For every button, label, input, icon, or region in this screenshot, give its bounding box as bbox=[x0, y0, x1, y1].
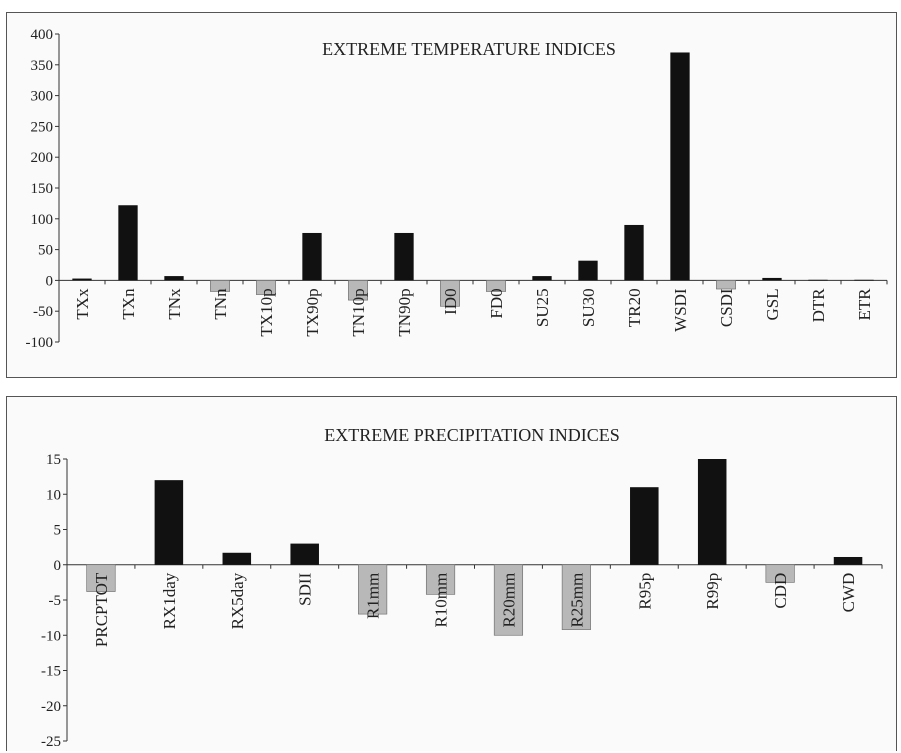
category-label-prcptot: PRCPTOT bbox=[92, 572, 111, 647]
bar-tn10p bbox=[348, 280, 368, 301]
bar-etr bbox=[854, 279, 874, 281]
y-tick-label: -15 bbox=[41, 664, 61, 680]
bar-rx5day bbox=[222, 552, 252, 565]
bar-fd0 bbox=[486, 280, 506, 292]
category-label-tx90p: TX90p bbox=[303, 288, 322, 336]
category-label-r10mm: R10mm bbox=[432, 573, 451, 628]
y-tick-label: 150 bbox=[31, 181, 54, 197]
bar-dtr bbox=[808, 279, 828, 281]
category-label-r95p: R95p bbox=[635, 573, 654, 610]
category-label-tn90p: TN90p bbox=[395, 288, 414, 336]
bar-tnn bbox=[210, 280, 230, 292]
category-label-tn10p: TN10p bbox=[349, 288, 368, 336]
y-tick-label: 0 bbox=[54, 558, 62, 574]
y-tick-label: 0 bbox=[46, 273, 54, 289]
bar-cwd bbox=[833, 556, 863, 565]
category-label-r20mm: R20mm bbox=[499, 573, 518, 628]
category-label-etr: ETR bbox=[855, 288, 874, 321]
bar-tn90p bbox=[394, 232, 414, 281]
bar-tr20 bbox=[624, 224, 644, 281]
bar-r95p bbox=[630, 487, 659, 565]
y-tick-label: -10 bbox=[41, 628, 61, 644]
bar-rx1day bbox=[154, 480, 184, 565]
chart-title: EXTREME PRECIPITATION INDICES bbox=[324, 425, 620, 445]
y-tick-label: 200 bbox=[31, 150, 54, 166]
y-tick-label: 50 bbox=[38, 243, 53, 259]
category-label-rx1day: RX1day bbox=[160, 572, 179, 629]
chart-title: EXTREME TEMPERATURE INDICES bbox=[322, 39, 616, 59]
precipitation-chart-panel: EXTREME PRECIPITATION INDICES 15 10 5 0 -5 -10… bbox=[6, 396, 897, 751]
bar-su25 bbox=[532, 276, 552, 281]
category-label-fd0: FD0 bbox=[487, 288, 506, 318]
category-label-tnx: TNx bbox=[165, 288, 184, 320]
bar-gsl bbox=[762, 277, 782, 281]
y-tick-label: -50 bbox=[33, 304, 53, 320]
y-tick-label: -5 bbox=[49, 593, 62, 609]
y-tick-label: 250 bbox=[31, 119, 54, 135]
bar-cdd bbox=[765, 564, 795, 583]
y-tick-label: 100 bbox=[31, 212, 54, 228]
category-label-cwd: CWD bbox=[839, 573, 858, 613]
bar-su30 bbox=[578, 260, 598, 281]
category-label-wsdi: WSDI bbox=[671, 288, 690, 332]
bar-tx10p bbox=[256, 280, 276, 295]
y-tick-label: 5 bbox=[54, 523, 62, 539]
y-tick-label: -100 bbox=[26, 335, 54, 351]
bar-tx90p bbox=[302, 232, 322, 281]
category-label-su30: SU30 bbox=[579, 288, 598, 327]
category-label-tr20: TR20 bbox=[625, 288, 644, 327]
bar-tnx bbox=[164, 276, 184, 281]
category-label-tx10p: TX10p bbox=[257, 288, 276, 336]
bar-sdii bbox=[290, 543, 319, 565]
bar-id0 bbox=[440, 280, 460, 307]
category-label-dtr: DTR bbox=[809, 288, 828, 323]
category-label-sdii: SDII bbox=[296, 572, 315, 605]
temperature-chart: EXTREME TEMPERATURE INDICES 400 350 300 250 2… bbox=[26, 27, 888, 351]
bar-txn bbox=[118, 205, 138, 281]
y-tick-label: 400 bbox=[31, 27, 54, 43]
y-tick-label: 350 bbox=[31, 58, 54, 74]
bar-prcptot bbox=[86, 564, 116, 592]
category-label-txn: TXn bbox=[119, 288, 138, 320]
bar-csdi bbox=[716, 280, 736, 290]
category-label-gsl: GSL bbox=[763, 288, 782, 320]
bar-wsdi bbox=[670, 52, 690, 281]
category-label-r25mm: R25mm bbox=[567, 573, 586, 628]
bar-txx bbox=[72, 278, 92, 281]
category-label-tnn: TNn bbox=[211, 288, 230, 320]
category-label-id0: ID0 bbox=[441, 288, 460, 314]
bar-r20mm bbox=[493, 564, 524, 636]
category-label-rx5day: RX5day bbox=[228, 572, 247, 629]
y-tick-label: -20 bbox=[41, 699, 61, 715]
category-label-cdd: CDD bbox=[771, 573, 790, 609]
category-label-r1mm: R1mm bbox=[364, 573, 383, 619]
category-label-r99p: R99p bbox=[703, 573, 722, 610]
precipitation-chart: EXTREME PRECIPITATION INDICES 15 10 5 0 -5 -10… bbox=[41, 425, 883, 750]
y-tick-label: 15 bbox=[46, 452, 61, 468]
category-label-txx: TXx bbox=[73, 288, 92, 320]
bar-r10mm bbox=[425, 564, 456, 595]
y-tick-label: -25 bbox=[41, 734, 61, 750]
y-tick-label: 300 bbox=[31, 89, 54, 105]
category-label-csdi: CSDI bbox=[717, 288, 736, 327]
bar-r1mm bbox=[358, 564, 388, 615]
y-tick-label: 10 bbox=[46, 487, 61, 503]
temperature-chart-panel: EXTREME TEMPERATURE INDICES 400 350 300 250 2… bbox=[6, 12, 897, 378]
bar-r25mm bbox=[561, 564, 591, 630]
bar-r99p bbox=[697, 459, 727, 565]
category-label-su25: SU25 bbox=[533, 288, 552, 327]
